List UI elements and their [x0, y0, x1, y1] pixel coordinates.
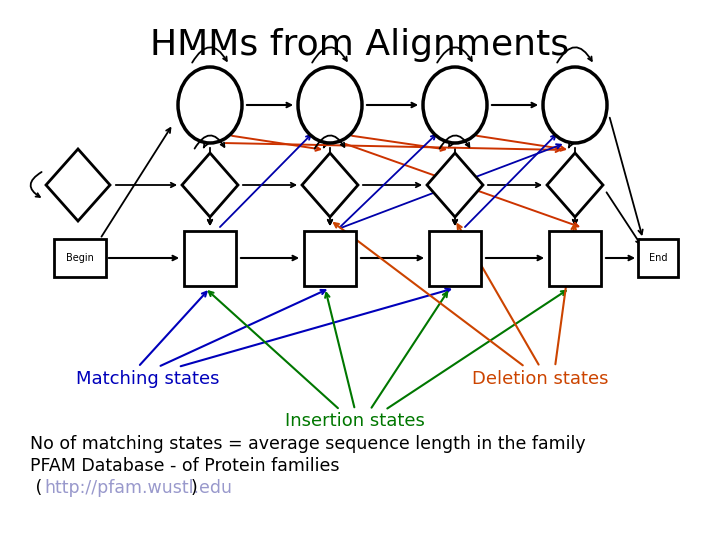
- Text: Insertion states: Insertion states: [285, 412, 425, 430]
- Ellipse shape: [543, 67, 607, 143]
- Bar: [638, 239, 678, 277]
- Bar: [184, 231, 236, 286]
- Bar: [54, 239, 106, 277]
- Ellipse shape: [298, 67, 362, 143]
- Ellipse shape: [423, 67, 487, 143]
- FancyArrowPatch shape: [312, 48, 347, 63]
- Bar: [304, 231, 356, 286]
- Text: PFAM Database - of Protein families: PFAM Database - of Protein families: [30, 457, 340, 475]
- Bar: [549, 231, 601, 286]
- Text: Begin: Begin: [66, 253, 94, 263]
- Polygon shape: [427, 153, 483, 217]
- Text: No of matching states = average sequence length in the family: No of matching states = average sequence…: [30, 435, 585, 453]
- Text: End: End: [649, 253, 667, 263]
- Polygon shape: [547, 153, 603, 217]
- Polygon shape: [46, 149, 110, 221]
- FancyArrowPatch shape: [192, 48, 227, 63]
- Text: Deletion states: Deletion states: [472, 370, 608, 388]
- Bar: [429, 231, 481, 286]
- FancyArrowPatch shape: [315, 136, 344, 148]
- Polygon shape: [182, 153, 238, 217]
- Text: Matching states: Matching states: [76, 370, 220, 388]
- FancyArrowPatch shape: [437, 48, 472, 63]
- Polygon shape: [302, 153, 358, 217]
- Text: HMMs from Alignments: HMMs from Alignments: [150, 28, 570, 62]
- FancyArrowPatch shape: [30, 172, 42, 197]
- Text: (: (: [30, 479, 42, 497]
- Text: ): ): [191, 479, 198, 497]
- Text: http://pfam.wustl.edu: http://pfam.wustl.edu: [44, 479, 232, 497]
- FancyArrowPatch shape: [440, 136, 469, 148]
- FancyArrowPatch shape: [557, 48, 592, 63]
- Ellipse shape: [178, 67, 242, 143]
- FancyArrowPatch shape: [194, 136, 225, 148]
